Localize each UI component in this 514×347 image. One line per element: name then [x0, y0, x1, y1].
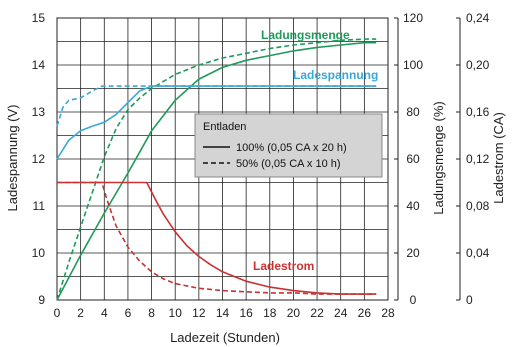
charge-tick-label: 100: [403, 58, 423, 72]
voltage-tick-label: 13: [32, 105, 46, 119]
x-tick-label: 0: [54, 306, 61, 320]
series-lines: [56, 38, 377, 301]
legend-title: Entladen: [203, 121, 246, 133]
series-label-ladestrom: Ladestrom: [253, 259, 314, 273]
x-tick-label: 4: [101, 306, 108, 320]
voltage-tick-label: 12: [32, 152, 46, 166]
x-tick-label: 12: [192, 306, 206, 320]
current-tick-label: 0,20: [466, 58, 490, 72]
x-tick-label: 2: [77, 306, 84, 320]
x-tick-label: 24: [334, 306, 348, 320]
charge-tick-label: 40: [406, 199, 420, 213]
charge-tick-label: 120: [403, 11, 423, 25]
charge-axis-label: Ladungsmenge (%): [431, 101, 446, 214]
charge-tick-label: 0: [410, 293, 417, 307]
series-line-ladespannung-solid: [56, 85, 377, 160]
current-tick-label: 0: [466, 293, 473, 307]
x-tick-label: 20: [287, 306, 301, 320]
current-axis-label: Ladestrom (CA): [491, 112, 506, 204]
x-tick-label: 26: [358, 306, 372, 320]
x-tick-label: 18: [263, 306, 277, 320]
legend-entry-dashed: 50% (0,05 CA x 10 h): [236, 158, 341, 170]
current-tick-label: 0,12: [466, 152, 490, 166]
voltage-tick-label: 9: [38, 293, 45, 307]
current-tick-label: 0,08: [466, 199, 490, 213]
voltage-tick-label: 14: [32, 58, 46, 72]
voltage-tick-label: 11: [33, 199, 46, 213]
current-tick-label: 0,16: [466, 105, 490, 119]
legend-entry-solid: 100% (0,05 CA x 20 h): [236, 142, 347, 154]
tick-labels: 0 2 4 6 8 10 12 14 16 18 20 22 24 26 28910111213141502…: [32, 11, 490, 320]
series-line-ladungsmenge-solid: [56, 41, 377, 301]
legend: Entladen 100% (0,05 CA x 20 h) 50% (0,05…: [194, 113, 383, 178]
voltage-tick-label: 10: [32, 246, 46, 260]
x-tick-label: 22: [310, 306, 324, 320]
series-line-ladestrom-dashed: [57, 181, 377, 295]
x-tick-label: 14: [216, 306, 230, 320]
series-label-ladungsmenge: Ladungsmenge: [261, 28, 350, 42]
charge-tick-label: 80: [406, 105, 420, 119]
voltage-axis-label: Ladespannung (V): [5, 105, 20, 212]
series-label-ladespannung: Ladespannung: [293, 68, 378, 82]
x-tick-label: 16: [239, 306, 253, 320]
charge-tick-label: 20: [406, 246, 420, 260]
x-tick-label: 10: [169, 306, 183, 320]
charge-tick-label: 60: [406, 152, 420, 166]
series-line-ladestrom-solid: [57, 181, 377, 295]
x-tick-label: 6: [125, 306, 132, 320]
legend-box: [194, 113, 383, 178]
x-tick-label: 8: [148, 306, 155, 320]
voltage-tick-label: 15: [32, 11, 46, 25]
x-axis-label: Ladezeit (Stunden): [170, 330, 280, 345]
current-tick-label: 0,04: [466, 246, 490, 260]
series-line-ladungsmenge-dashed: [56, 38, 377, 301]
current-tick-label: 0,24: [466, 11, 490, 25]
x-tick-label: 28: [381, 306, 395, 320]
